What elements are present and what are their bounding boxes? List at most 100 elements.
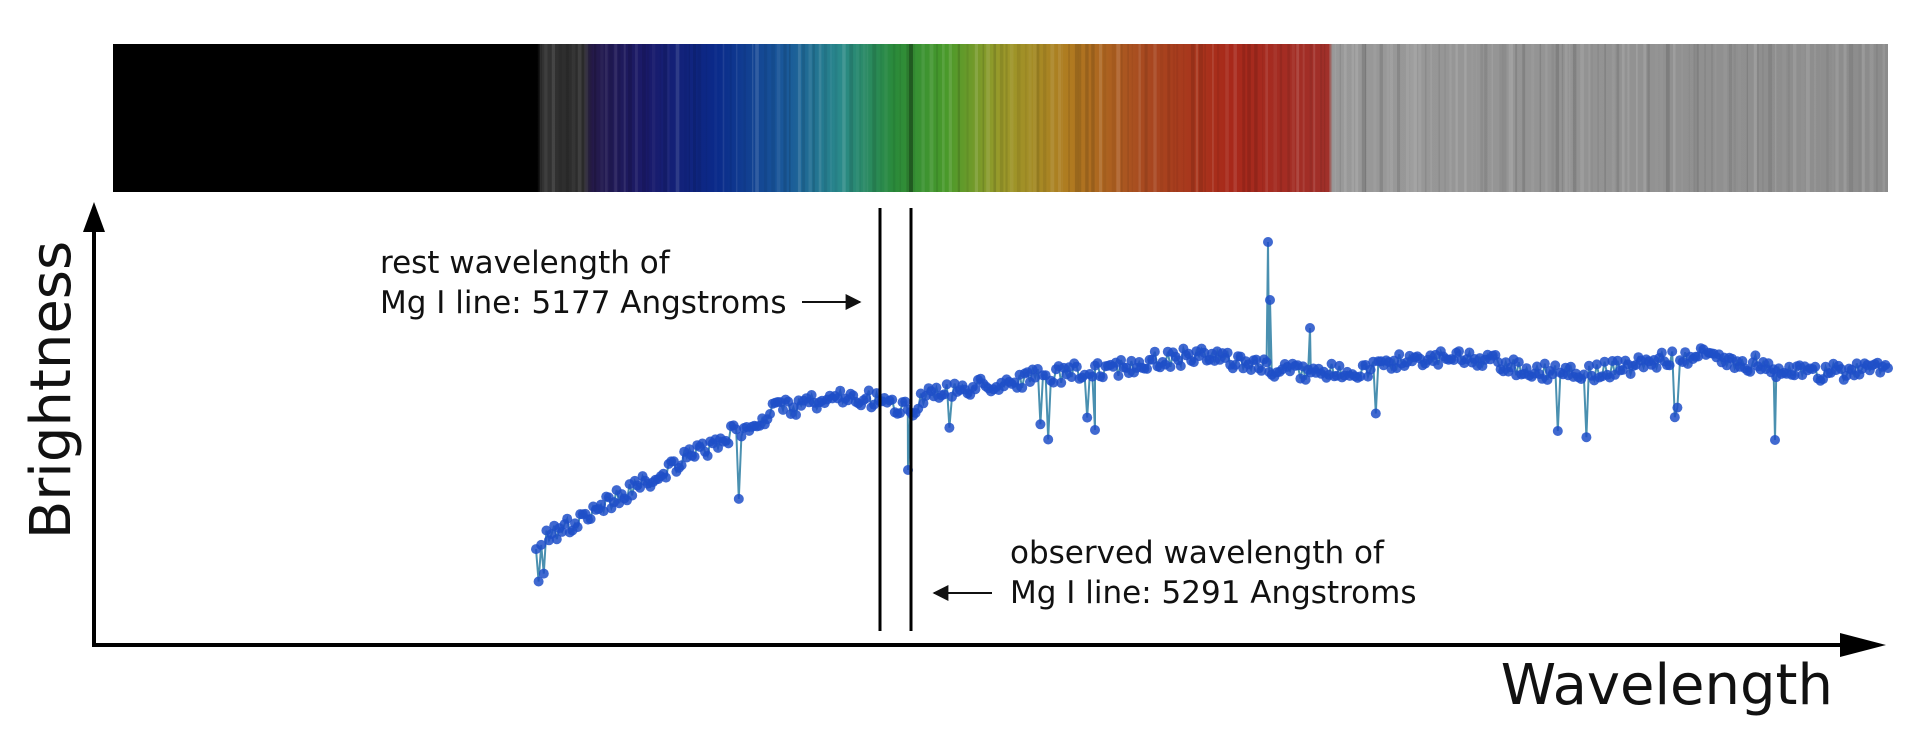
stripe [1424, 44, 1427, 192]
stripe [1247, 44, 1251, 192]
stripe [1539, 44, 1542, 192]
curve-dot [1165, 362, 1176, 372]
stripe [1323, 44, 1326, 192]
stripe [1738, 44, 1741, 192]
curve-dot [1591, 359, 1602, 370]
stripe [1455, 44, 1458, 192]
stripe [751, 44, 754, 192]
curve-dot [1222, 347, 1233, 358]
stripe [634, 44, 638, 192]
curve-dot [1750, 350, 1761, 361]
stripe [906, 44, 910, 192]
stripe [722, 44, 725, 192]
stripe [1279, 44, 1283, 192]
curve-dot [835, 385, 846, 396]
stripe [1449, 44, 1452, 192]
stripe [1762, 44, 1764, 192]
curve-dot [676, 460, 687, 471]
curve-dot [1116, 355, 1126, 365]
curve-dot [1454, 346, 1464, 357]
stripe [1728, 44, 1732, 192]
stripe [884, 44, 888, 192]
stripe [1183, 44, 1184, 192]
stripe [1561, 44, 1564, 192]
curve-dot [536, 539, 547, 550]
stripe [1774, 44, 1777, 192]
stripe [1693, 44, 1696, 192]
stripe [1085, 44, 1089, 192]
stripe [1515, 44, 1518, 192]
stripe [1313, 44, 1316, 192]
stripe [1551, 44, 1555, 192]
stripe [1242, 44, 1246, 192]
stripe [1545, 44, 1548, 192]
stripe [688, 44, 690, 192]
stripe [1273, 44, 1277, 192]
stripe [1418, 44, 1422, 192]
stripe [823, 44, 828, 192]
stripe [1734, 44, 1736, 192]
curve-dot [1300, 374, 1311, 385]
stripe [614, 44, 618, 192]
curve-dot [1547, 369, 1558, 380]
stripe [776, 44, 781, 192]
stripe [1475, 44, 1477, 192]
curve-dot [1256, 365, 1267, 376]
curve-dot [1263, 237, 1273, 247]
stripe [577, 44, 582, 192]
stripe [1876, 44, 1878, 192]
stripe [1132, 44, 1133, 192]
stripe [1555, 44, 1560, 192]
curve-dot [1578, 369, 1589, 380]
stripe [565, 44, 569, 192]
curve-dot [765, 409, 775, 419]
stripe [551, 44, 556, 192]
stripe [1216, 44, 1220, 192]
stripe [818, 44, 822, 192]
stripe [642, 44, 646, 192]
stripe [618, 44, 621, 192]
curve-dot [562, 513, 573, 524]
curve-dot [1071, 361, 1082, 372]
curve-dot [1539, 358, 1550, 369]
stripe [693, 44, 697, 192]
curve-dot [1355, 371, 1366, 382]
curve-dot [1056, 377, 1067, 388]
curve-dot [806, 390, 817, 400]
stripe [1665, 44, 1670, 192]
stripe [1195, 44, 1199, 192]
annotation: Mg I line: 5291 Angstroms [1010, 575, 1416, 611]
stripe [1508, 44, 1513, 192]
stripe [1438, 44, 1440, 192]
stripe [1127, 44, 1129, 192]
stripe [1464, 44, 1467, 192]
stripe [1302, 44, 1305, 192]
stripe [1112, 44, 1116, 192]
stripe [1254, 44, 1258, 192]
curve-dot [1246, 365, 1256, 375]
stripe [1616, 44, 1620, 192]
stripe [830, 44, 832, 192]
curve-dot [572, 522, 583, 533]
stripe [1296, 44, 1300, 192]
stripe [1198, 44, 1203, 192]
curve-dot [598, 506, 609, 517]
stripe [1564, 44, 1568, 192]
annotation: rest wavelength of [380, 245, 671, 281]
curve-dot [1883, 363, 1893, 374]
curve-dot [1789, 370, 1800, 381]
curve-dot [1599, 356, 1610, 367]
curve-dot [1305, 323, 1315, 333]
stripe [1522, 44, 1526, 192]
stripe [1643, 44, 1646, 192]
stripe [558, 44, 563, 192]
stripe [1714, 44, 1717, 192]
stripe [966, 44, 969, 192]
stripe [763, 44, 768, 192]
stripe [899, 44, 902, 192]
stripe [808, 44, 812, 192]
curve-dot [1126, 355, 1137, 366]
curve-dot [635, 482, 645, 493]
stripe [849, 44, 854, 192]
stripe [1410, 44, 1414, 192]
